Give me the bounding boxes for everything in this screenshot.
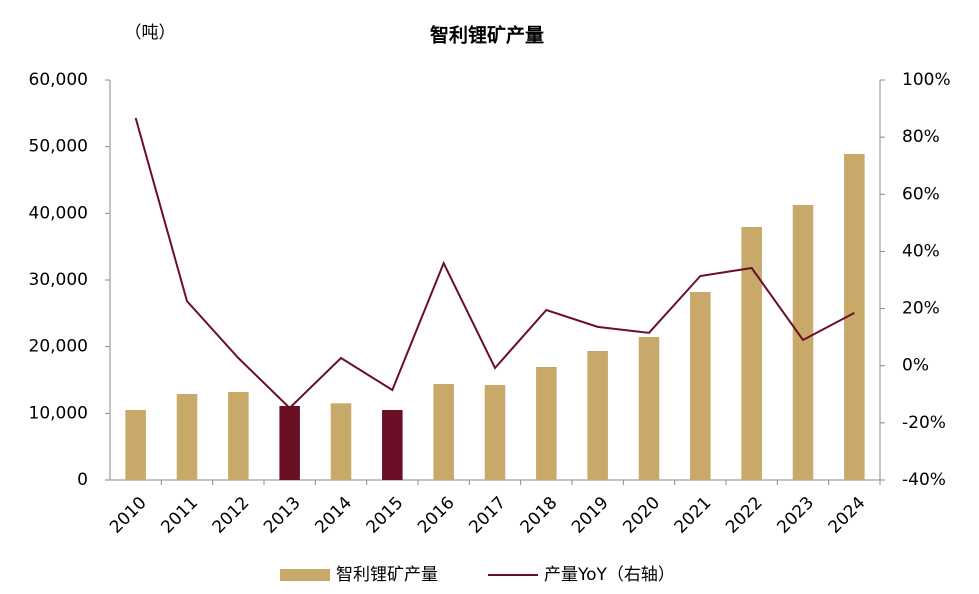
y2-tick-label: -20% — [902, 413, 946, 433]
bar — [176, 394, 198, 480]
y2-tick-label: 0% — [902, 356, 929, 376]
x-tick-label: 2016 — [414, 493, 459, 538]
y2-tick-label: 100% — [902, 70, 951, 90]
y2-tick-label: 20% — [902, 299, 940, 319]
y-tick-label: 60,000 — [29, 70, 88, 90]
y-tick-label: 50,000 — [29, 137, 88, 157]
y-tick-label: 10,000 — [29, 403, 88, 423]
y-tick-label: 20,000 — [29, 337, 88, 357]
x-tick-label: 2014 — [311, 493, 356, 538]
y2-tick-label: -40% — [902, 470, 946, 490]
x-tick-label: 2021 — [671, 493, 716, 538]
x-tick-label: 2019 — [568, 493, 613, 538]
bar — [433, 384, 454, 480]
bar — [484, 385, 506, 480]
y-unit: （吨） — [125, 23, 176, 43]
bar — [638, 337, 660, 480]
x-tick-label: 2013 — [260, 493, 305, 538]
bar — [690, 292, 711, 480]
x-tick-label: 2023 — [773, 493, 818, 538]
y-tick-label: 40,000 — [29, 203, 88, 223]
x-tick-label: 2015 — [363, 493, 408, 538]
bar — [228, 392, 249, 480]
legend-swatch — [280, 569, 330, 581]
bar — [536, 367, 557, 480]
bar — [792, 205, 814, 480]
legend-label: 产量YoY（右轴） — [544, 565, 675, 585]
x-tick-label: 2018 — [517, 493, 562, 538]
line — [134, 117, 855, 410]
bar — [125, 410, 146, 480]
x-tick-label: 2011 — [157, 493, 202, 538]
x-tick-label: 2017 — [465, 493, 510, 538]
bar — [844, 154, 865, 480]
y-tick-label: 30,000 — [29, 270, 88, 290]
y2-tick-label: 60% — [902, 184, 940, 204]
y-tick-label: 0 — [77, 470, 88, 490]
x-tick-label: 2022 — [722, 493, 767, 538]
x-tick-label: 2010 — [106, 493, 151, 538]
bar — [587, 351, 608, 480]
bar — [741, 227, 762, 480]
bar — [382, 410, 403, 480]
y2-tick-label: 80% — [902, 127, 940, 147]
legend-label: 智利锂矿产量 — [336, 565, 438, 585]
bar — [279, 406, 300, 480]
bar — [330, 403, 352, 480]
y2-tick-label: 40% — [902, 241, 940, 261]
x-tick-label: 2020 — [619, 493, 664, 538]
x-tick-label: 2012 — [209, 493, 254, 538]
x-tick-label: 2024 — [825, 493, 870, 538]
chart-title: 智利锂矿产量 — [430, 24, 544, 47]
